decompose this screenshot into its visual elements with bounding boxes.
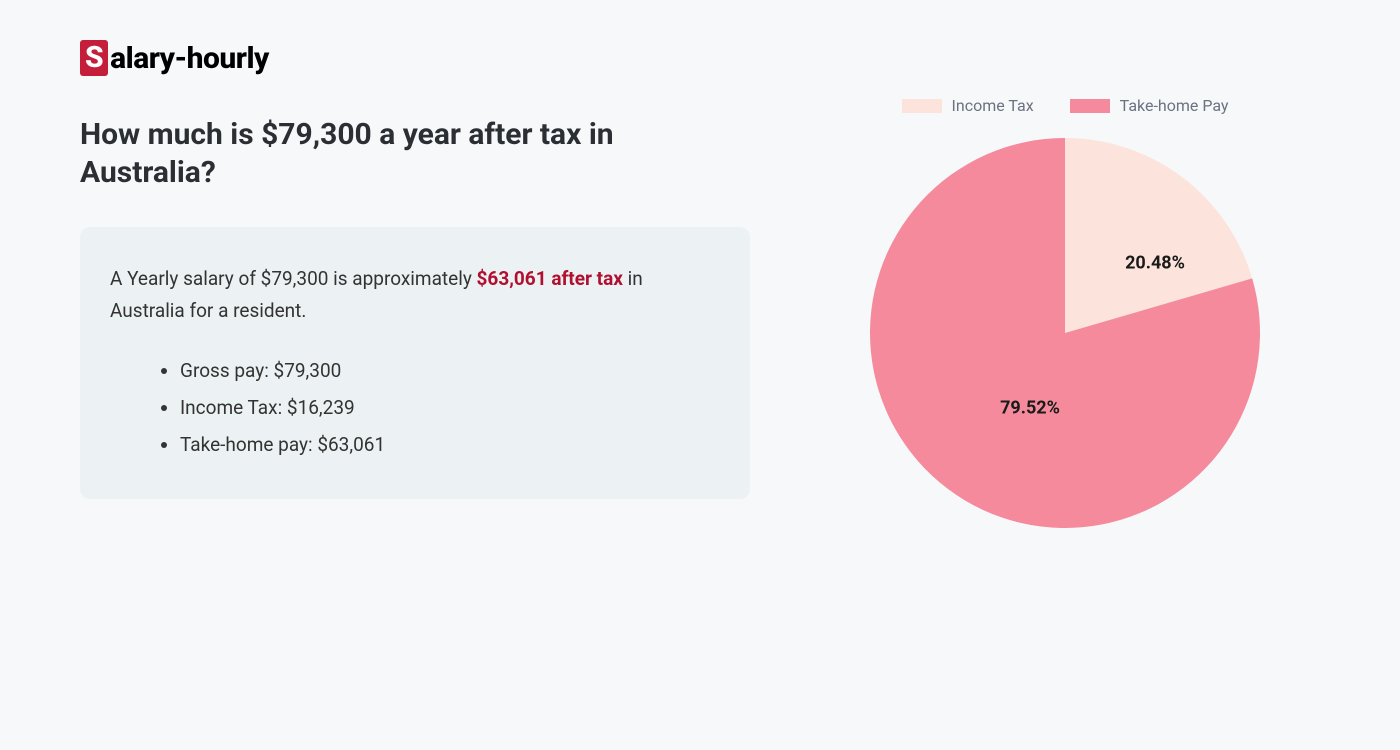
left-column: How much is $79,300 a year after tax in … xyxy=(80,116,750,499)
slice-label-income-tax: 20.48% xyxy=(1125,253,1185,274)
logo-text: alary-hourly xyxy=(110,41,269,76)
chart-column: Income Tax Take-home Pay 20.48% 79.52% xyxy=(810,96,1320,533)
legend-label: Take-home Pay xyxy=(1120,96,1229,115)
list-item: Take-home pay: $63,061 xyxy=(180,426,720,463)
info-highlight: $63,061 after tax xyxy=(477,267,623,290)
logo-badge: S xyxy=(80,40,108,76)
list-item: Gross pay: $79,300 xyxy=(180,352,720,389)
list-item: Income Tax: $16,239 xyxy=(180,389,720,426)
slice-label-take-home: 79.52% xyxy=(1000,398,1060,419)
legend-item-take-home: Take-home Pay xyxy=(1070,96,1229,115)
pie-svg xyxy=(865,133,1265,533)
legend-swatch xyxy=(1070,99,1110,113)
main-content: How much is $79,300 a year after tax in … xyxy=(80,116,1320,533)
legend-label: Income Tax xyxy=(952,96,1034,115)
legend-item-income-tax: Income Tax xyxy=(902,96,1034,115)
chart-legend: Income Tax Take-home Pay xyxy=(902,96,1229,115)
page-title: How much is $79,300 a year after tax in … xyxy=(80,116,750,191)
logo: Salary-hourly xyxy=(80,40,1320,76)
legend-swatch xyxy=(902,99,942,113)
info-sentence-pre: A Yearly salary of $79,300 is approximat… xyxy=(110,267,477,290)
info-list: Gross pay: $79,300 Income Tax: $16,239 T… xyxy=(110,352,720,463)
pie-chart: 20.48% 79.52% xyxy=(865,133,1265,533)
info-sentence: A Yearly salary of $79,300 is approximat… xyxy=(110,263,720,328)
info-box: A Yearly salary of $79,300 is approximat… xyxy=(80,227,750,499)
